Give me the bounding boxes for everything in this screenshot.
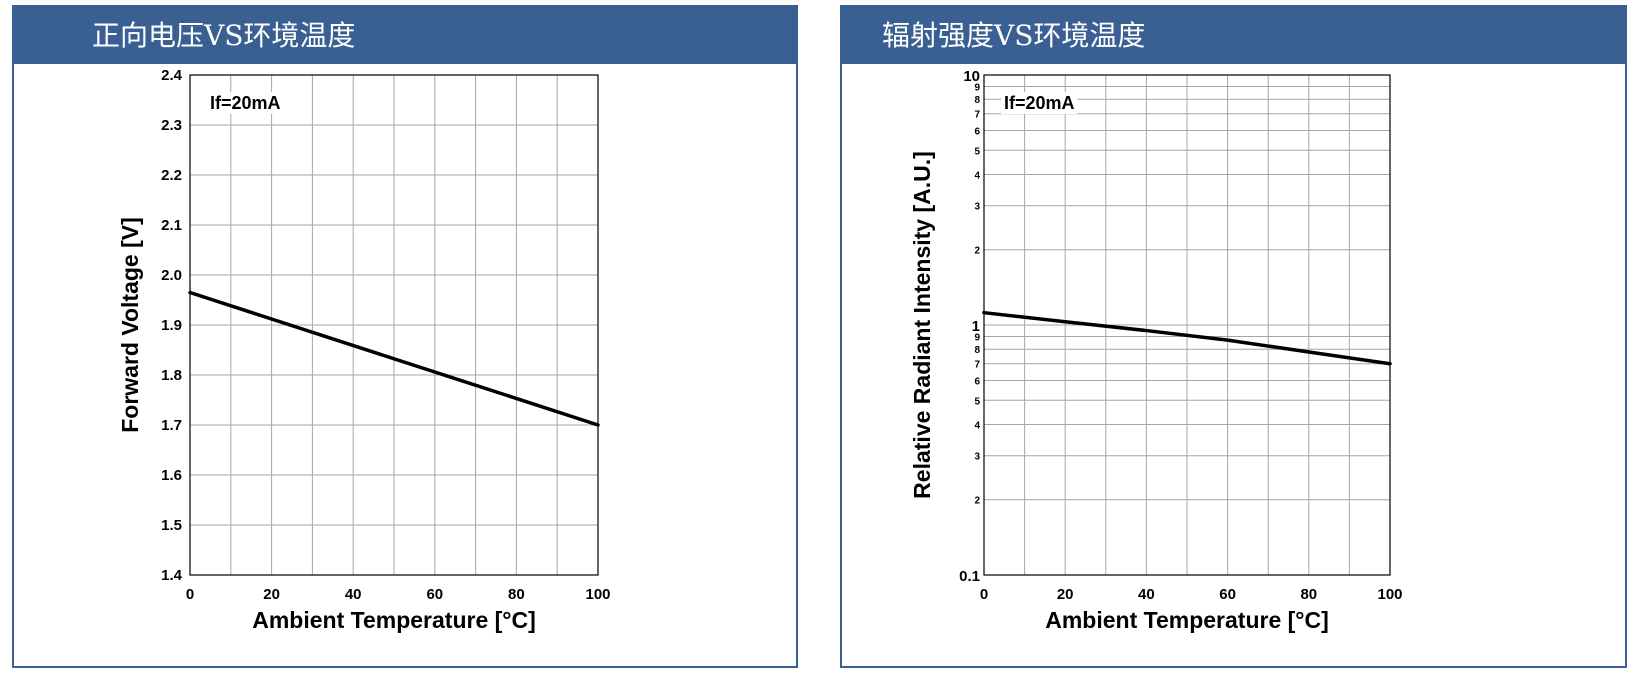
x-tick-label: 80 [1300, 586, 1317, 603]
y-tick-label: 2.0 [161, 267, 182, 284]
x-tick-label: 20 [1057, 586, 1074, 603]
panel-title: 辐射强度VS环境温度 [842, 7, 1625, 64]
y-tick-label: 10 [963, 68, 980, 85]
x-tick-label: 20 [263, 586, 280, 603]
y-minor-tick-label: 4 [974, 420, 980, 431]
y-minor-tick-label: 8 [974, 345, 980, 356]
y-tick-label: 0.1 [959, 568, 980, 585]
y-tick-label: 1.8 [161, 367, 182, 384]
annotation-background [207, 92, 284, 114]
x-tick-label: 80 [508, 586, 525, 603]
x-tick-label: 0 [980, 586, 988, 603]
y-minor-tick-label: 4 [974, 170, 980, 181]
y-tick-label: 2.3 [161, 117, 182, 134]
y-minor-tick-label: 6 [974, 126, 980, 137]
y-minor-tick-label: 2 [974, 496, 980, 507]
x-axis-title: Ambient Temperature [°C] [252, 607, 536, 633]
plot-frame [189, 74, 599, 576]
y-tick-label: 1.9 [161, 317, 182, 334]
y-minor-tick-label: 5 [974, 146, 980, 157]
y-tick-label: 1.7 [161, 417, 182, 434]
y-minor-tick-label: 8 [974, 95, 980, 106]
y-tick-label: 1.6 [161, 467, 182, 484]
plot-frame [983, 74, 1391, 576]
panel-title: 正向电压VS环境温度 [14, 7, 796, 64]
y-minor-tick-label: 7 [974, 110, 980, 121]
y-minor-tick-label: 3 [974, 452, 980, 463]
y-minor-tick-label: 5 [974, 396, 980, 407]
x-tick-label: 100 [585, 586, 610, 603]
annotation-background [1001, 92, 1078, 114]
y-tick-label: 2.2 [161, 167, 182, 184]
y-minor-tick-label: 7 [974, 360, 980, 371]
x-tick-label: 100 [1377, 586, 1402, 603]
y-minor-tick-label: 6 [974, 376, 980, 387]
y-minor-tick-label: 3 [974, 202, 980, 213]
y-tick-label: 1.4 [161, 567, 183, 584]
y-minor-tick-label: 9 [974, 82, 980, 93]
x-tick-label: 60 [426, 586, 443, 603]
x-tick-label: 40 [345, 586, 362, 603]
x-axis-title: Ambient Temperature [°C] [1045, 607, 1329, 633]
x-tick-label: 60 [1219, 586, 1236, 603]
y-minor-tick-label: 2 [974, 246, 980, 257]
x-tick-label: 40 [1138, 586, 1155, 603]
y-tick-label: 1 [972, 318, 980, 335]
y-tick-label: 2.4 [161, 67, 183, 84]
current-annotation: If=20mA [1004, 93, 1075, 113]
data-line [982, 310, 1392, 366]
y-minor-tick-label: 9 [974, 332, 980, 343]
y-tick-label: 1.5 [161, 517, 182, 534]
y-axis-title: Relative Radiant Intensity [A.U.] [909, 151, 935, 499]
y-tick-label: 2.1 [161, 217, 182, 234]
data-line [188, 290, 600, 427]
radiant-intensity-panel: 辐射强度VS环境温度 2 3 4 5 6 7 8 9 2 3 4 5 6 7 8 9 0.1 1 10 0 20 40 60… [840, 5, 1627, 668]
current-annotation: If=20mA [210, 93, 281, 113]
y-axis-title: Forward Voltage [V] [117, 217, 143, 433]
forward-voltage-panel: 正向电压VS环境温度 1.4 1.5 1.6 1.7 1.8 1.9 2.0 2.1 2.2 2.… [12, 5, 798, 668]
x-tick-label: 0 [186, 586, 194, 603]
forward-voltage-chart: 1.4 1.5 1.6 1.7 1.8 1.9 2.0 2.1 2.2 2.3 2.4 0 20 40 60… [117, 67, 611, 633]
